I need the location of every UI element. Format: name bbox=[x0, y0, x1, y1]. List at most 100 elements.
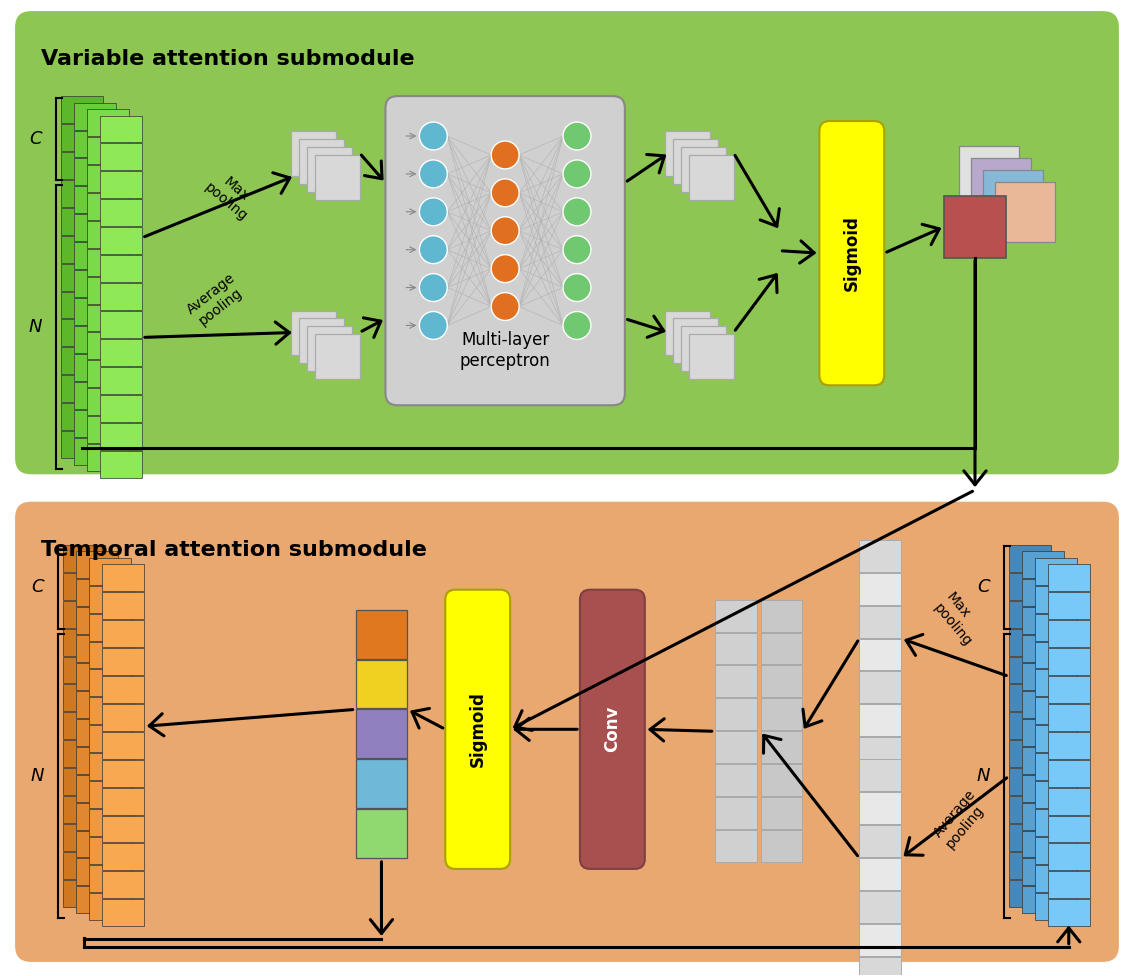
Bar bbox=[1048, 816, 1090, 842]
Bar bbox=[64, 768, 106, 795]
Bar bbox=[61, 208, 103, 234]
Bar bbox=[102, 843, 144, 871]
Bar bbox=[102, 564, 144, 591]
Bar bbox=[859, 737, 901, 769]
Bar bbox=[1048, 620, 1090, 647]
Text: Sigmoid: Sigmoid bbox=[469, 691, 487, 767]
Bar bbox=[1048, 676, 1090, 703]
Bar bbox=[859, 891, 901, 922]
Bar bbox=[859, 671, 901, 704]
FancyBboxPatch shape bbox=[14, 500, 1120, 963]
Bar bbox=[102, 788, 144, 815]
Bar bbox=[859, 956, 901, 976]
Bar bbox=[64, 573, 106, 599]
Bar bbox=[681, 326, 725, 371]
Bar bbox=[673, 139, 717, 183]
Bar bbox=[87, 221, 129, 248]
Bar bbox=[1048, 759, 1090, 787]
Bar bbox=[859, 540, 901, 572]
Bar bbox=[76, 775, 118, 801]
Bar bbox=[1048, 704, 1090, 731]
Text: Max
pooling: Max pooling bbox=[202, 168, 260, 224]
Bar bbox=[74, 186, 116, 214]
Bar bbox=[64, 657, 106, 683]
Bar bbox=[1035, 809, 1077, 836]
Bar bbox=[74, 354, 116, 381]
Bar bbox=[1009, 573, 1051, 599]
Circle shape bbox=[563, 198, 591, 225]
Bar bbox=[100, 115, 142, 142]
Bar bbox=[859, 923, 901, 956]
Bar bbox=[1035, 893, 1077, 919]
Bar bbox=[859, 793, 901, 824]
Bar bbox=[760, 599, 802, 631]
Bar bbox=[76, 579, 118, 606]
Bar bbox=[314, 335, 360, 380]
Bar bbox=[102, 592, 144, 619]
Bar bbox=[1022, 635, 1063, 662]
Bar bbox=[1022, 775, 1063, 801]
Bar bbox=[90, 753, 131, 780]
Bar bbox=[64, 712, 106, 739]
Bar bbox=[972, 158, 1031, 218]
Bar bbox=[100, 283, 142, 310]
Bar bbox=[61, 319, 103, 346]
Bar bbox=[681, 147, 725, 192]
Bar bbox=[90, 809, 131, 836]
Bar bbox=[760, 699, 802, 730]
Circle shape bbox=[419, 236, 447, 264]
Bar bbox=[87, 276, 129, 304]
Bar bbox=[1009, 852, 1051, 878]
Bar bbox=[100, 255, 142, 282]
Bar bbox=[959, 146, 1019, 206]
Bar bbox=[1009, 880, 1051, 907]
Bar bbox=[1035, 837, 1077, 864]
Bar bbox=[87, 333, 129, 359]
Bar bbox=[100, 423, 142, 450]
Circle shape bbox=[491, 255, 519, 283]
Bar bbox=[715, 797, 757, 829]
Bar bbox=[859, 638, 901, 671]
Bar bbox=[314, 155, 360, 200]
Bar bbox=[1035, 865, 1077, 892]
Circle shape bbox=[419, 122, 447, 150]
Bar bbox=[100, 339, 142, 366]
Circle shape bbox=[563, 160, 591, 187]
Bar bbox=[1035, 753, 1077, 780]
Bar bbox=[90, 893, 131, 919]
Bar bbox=[355, 660, 407, 709]
Bar bbox=[859, 705, 901, 736]
Bar bbox=[61, 376, 103, 402]
Bar bbox=[87, 416, 129, 443]
Bar bbox=[1035, 614, 1077, 640]
Bar bbox=[1009, 629, 1051, 656]
Bar bbox=[64, 740, 106, 767]
Bar bbox=[87, 360, 129, 387]
Circle shape bbox=[419, 311, 447, 340]
Bar bbox=[1035, 670, 1077, 697]
Text: N: N bbox=[28, 318, 42, 336]
Bar bbox=[306, 326, 352, 371]
Bar bbox=[90, 641, 131, 669]
Bar bbox=[1009, 740, 1051, 767]
Circle shape bbox=[491, 179, 519, 207]
Bar bbox=[1048, 843, 1090, 871]
Circle shape bbox=[563, 273, 591, 302]
Bar bbox=[665, 131, 709, 176]
Bar bbox=[64, 684, 106, 712]
Bar bbox=[1048, 592, 1090, 619]
Bar bbox=[76, 551, 118, 578]
Bar bbox=[1035, 781, 1077, 808]
Text: C: C bbox=[32, 579, 44, 596]
Bar bbox=[1022, 691, 1063, 717]
Bar bbox=[100, 394, 142, 422]
Bar bbox=[1048, 648, 1090, 675]
Bar bbox=[306, 147, 352, 192]
Text: Max
pooling: Max pooling bbox=[931, 590, 987, 649]
Bar bbox=[74, 215, 116, 241]
Bar bbox=[61, 347, 103, 375]
Bar bbox=[90, 781, 131, 808]
FancyBboxPatch shape bbox=[386, 96, 625, 405]
Bar bbox=[1022, 607, 1063, 634]
Bar bbox=[76, 719, 118, 746]
